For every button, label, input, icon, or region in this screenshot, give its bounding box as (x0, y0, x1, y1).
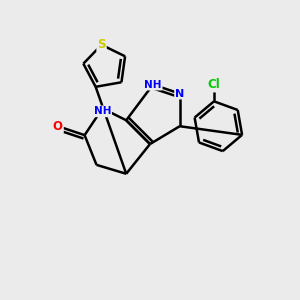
Text: O: O (53, 120, 63, 133)
Text: S: S (97, 38, 106, 51)
Text: N: N (175, 88, 184, 98)
Text: Cl: Cl (208, 79, 220, 92)
Text: NH: NH (94, 106, 111, 116)
Text: NH: NH (144, 80, 162, 90)
